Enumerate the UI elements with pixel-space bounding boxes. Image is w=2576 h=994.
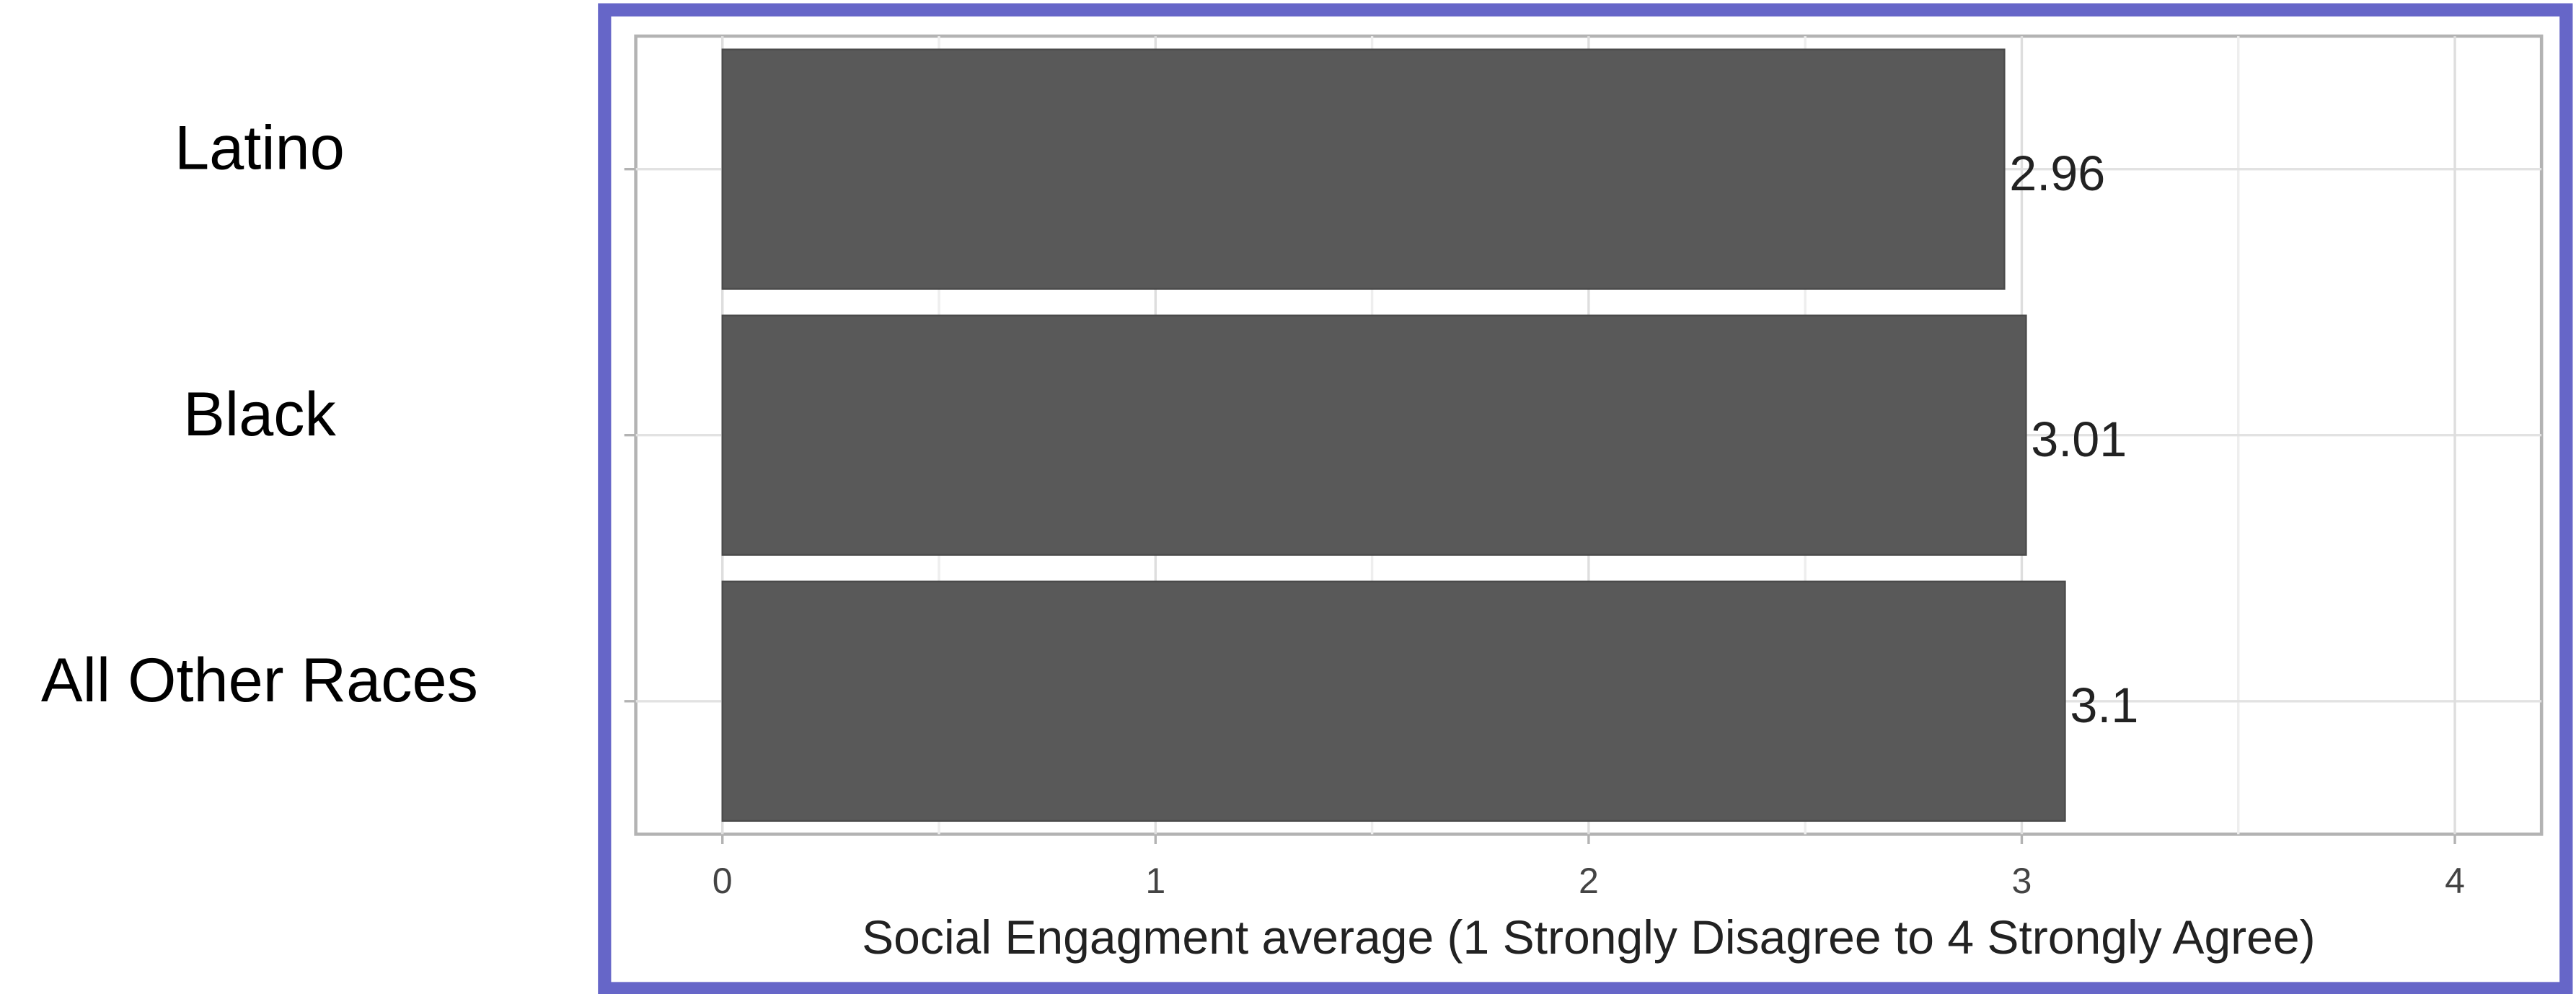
x-tick-label: 2 xyxy=(1579,861,1599,901)
x-tick-label: 3 xyxy=(2012,861,2032,901)
y-category-label: Latino xyxy=(175,114,345,183)
bar xyxy=(721,580,2066,822)
x-tick-label: 0 xyxy=(713,861,733,901)
x-tick-label: 4 xyxy=(2445,861,2465,901)
y-category-label: Black xyxy=(183,380,336,449)
value-label: 2.96 xyxy=(2009,146,2105,201)
bar xyxy=(721,48,2006,290)
bar xyxy=(721,314,2027,556)
x-axis-title: Social Engagment average (1 Strongly Dis… xyxy=(862,910,2315,964)
value-label: 3.01 xyxy=(2031,412,2127,467)
y-category-label: All Other Races xyxy=(41,646,478,715)
x-tick-label: 1 xyxy=(1145,861,1165,901)
value-label: 3.1 xyxy=(2070,678,2138,733)
